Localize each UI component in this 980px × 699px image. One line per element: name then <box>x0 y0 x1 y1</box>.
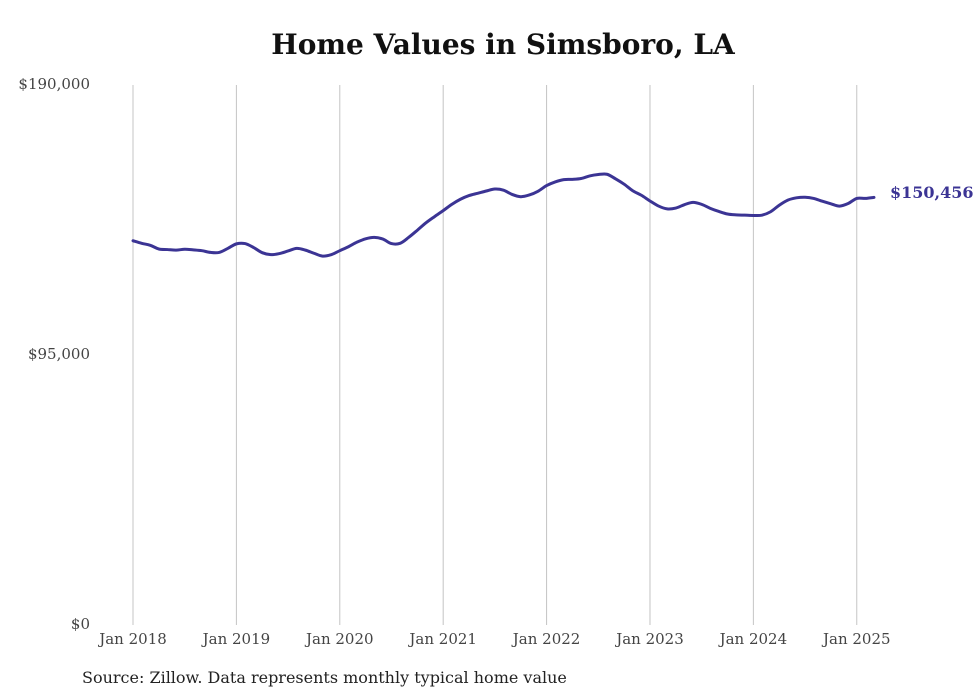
axis-ticks: Jan 2018 Jan 2019 Jan 2020 Jan 2021 Jan 2022… <box>18 75 890 648</box>
x-tick-label: Jan 2023 <box>614 630 684 648</box>
x-tick-label: Jan 2018 <box>97 630 167 648</box>
series-line <box>131 172 876 258</box>
x-tick-label: Jan 2025 <box>821 630 891 648</box>
y-tick-label: $190,000 <box>18 75 90 93</box>
source-note: Source: Zillow. Data represents monthly … <box>82 668 567 687</box>
x-tick-label: Jan 2021 <box>407 630 477 648</box>
gridlines <box>132 85 858 625</box>
x-tick-label: Jan 2024 <box>718 630 788 648</box>
series-group: $150,456 <box>131 172 974 258</box>
chart-title: Home Values in Simsboro, LA <box>271 28 735 61</box>
y-tick-label: $0 <box>71 615 90 633</box>
y-tick-label: $95,000 <box>28 345 90 363</box>
x-tick-label: Jan 2020 <box>304 630 374 648</box>
x-tick-label: Jan 2019 <box>201 630 271 648</box>
x-tick-label: Jan 2022 <box>511 630 581 648</box>
end-value-label: $150,456 <box>890 183 974 202</box>
